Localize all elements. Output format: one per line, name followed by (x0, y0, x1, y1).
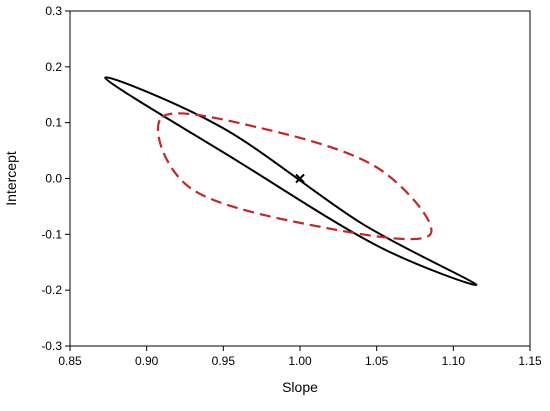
marker-stroke (295, 173, 305, 184)
solid-ellipse (104, 76, 478, 286)
y-tick-label: 0.3 (45, 4, 62, 18)
y-tick-label: -0.1 (41, 227, 62, 241)
ellipse-group (104, 76, 478, 286)
dashed-ellipse (156, 112, 433, 241)
center-point-marker (295, 173, 305, 184)
y-tick-label: 0.0 (45, 172, 62, 186)
x-tick-label: 1.10 (442, 354, 466, 368)
point-marker-group (295, 173, 305, 184)
y-tick-label: -0.3 (41, 339, 62, 353)
y-axis-label: Intercept (3, 151, 19, 206)
y-axis-ticks: -0.3 -0.2 -0.1 0.0 0.1 0.2 0.3 (41, 4, 70, 353)
x-axis-ticks: 0.85 0.90 0.95 1.00 1.05 1.10 1.15 (58, 346, 542, 368)
x-tick-label: 1.00 (288, 354, 312, 368)
x-tick-label: 0.90 (135, 354, 159, 368)
x-tick-label: 0.95 (212, 354, 236, 368)
x-tick-label: 0.85 (58, 354, 82, 368)
y-tick-label: 0.1 (45, 116, 62, 130)
y-tick-label: -0.2 (41, 283, 62, 297)
x-tick-label: 1.15 (518, 354, 542, 368)
y-tick-label: 0.2 (45, 60, 62, 74)
x-axis-label: Slope (282, 379, 318, 395)
x-tick-label: 1.05 (365, 354, 389, 368)
